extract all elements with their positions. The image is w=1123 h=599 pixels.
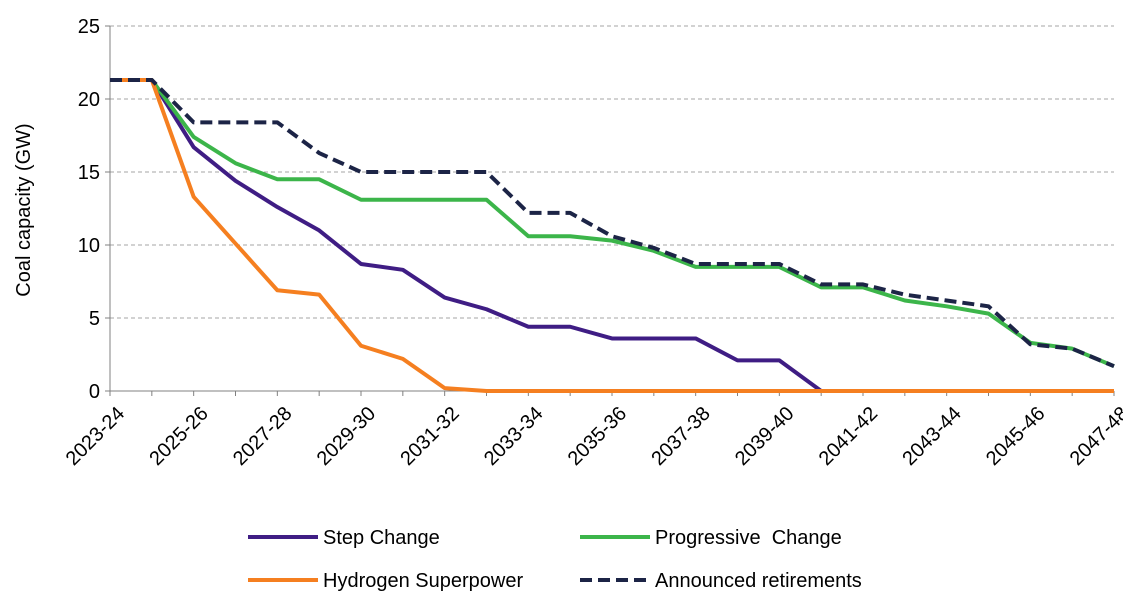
- series-line: [110, 78, 1115, 369]
- y-tick-label: 5: [89, 308, 100, 330]
- x-tick-label: 2045-46: [982, 403, 1049, 470]
- x-tick-label: 2043-44: [898, 403, 965, 470]
- y-axis-label: Coal capacity (GW): [13, 123, 35, 296]
- y-tick-label: 10: [78, 235, 100, 257]
- y-tick-label: 25: [78, 16, 100, 38]
- series-line: [110, 78, 1114, 393]
- x-tick-label: 2035-36: [564, 403, 631, 470]
- y-tick-label: 0: [89, 381, 100, 403]
- series-line: [110, 78, 1115, 369]
- x-tick-label: 2037-38: [647, 403, 714, 470]
- x-tick-label: 2027-28: [229, 403, 296, 470]
- x-tick-label: 2039-40: [731, 403, 798, 470]
- legend-label: Announced retirements: [655, 570, 862, 592]
- x-tick-label: 2041-42: [815, 403, 882, 470]
- x-tick-label: 2033-34: [480, 403, 547, 470]
- legend-label: Hydrogen Superpower: [323, 570, 523, 592]
- y-tick-label: 15: [78, 162, 100, 184]
- legend-label: Step Change: [323, 527, 440, 549]
- legend-label: Progressive Change: [655, 527, 842, 549]
- x-tick-label: 2029-30: [313, 403, 380, 470]
- x-tick-label: 2047-48: [1066, 403, 1123, 470]
- y-tick-label: 20: [78, 89, 100, 111]
- series-line: [110, 78, 1114, 393]
- x-tick-label: 2031-32: [396, 403, 463, 470]
- x-tick-label: 2025-26: [145, 403, 212, 470]
- x-tick-label: 2023-24: [62, 403, 129, 470]
